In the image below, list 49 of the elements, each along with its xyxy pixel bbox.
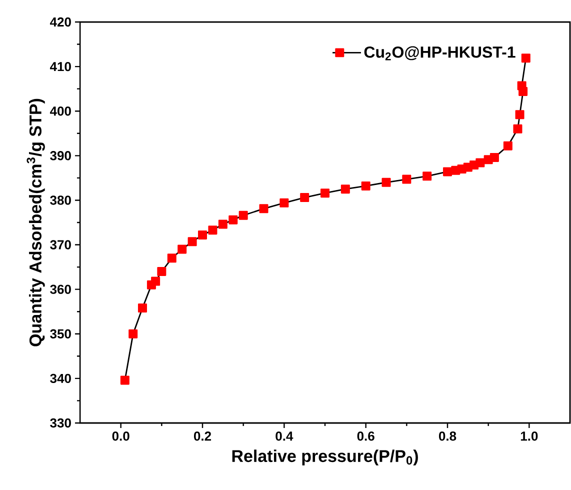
point (198, 230, 208, 240)
x-tick-label: 0.8 (438, 432, 456, 441)
point (128, 329, 138, 338)
point (167, 254, 176, 263)
point (151, 276, 160, 286)
y-tick-label: 420 (50, 17, 71, 27)
point (300, 193, 310, 202)
point (476, 158, 485, 168)
point (517, 81, 526, 90)
y-axis-title: Quantity Adsorbed(cm$^{3}$/g STP) (26, 98, 45, 346)
point (120, 376, 130, 385)
point (178, 244, 187, 254)
y-tick-label: 340 (50, 374, 71, 384)
point (138, 304, 147, 313)
x-tick-label: 0.2 (194, 432, 212, 441)
y-tick-label: 330 (50, 418, 71, 428)
point (157, 267, 166, 276)
y-tick-label: 360 (50, 284, 71, 294)
point (320, 188, 330, 198)
point (208, 226, 218, 235)
y-tick-label: 350 (50, 329, 71, 338)
point (259, 204, 268, 214)
point (340, 184, 350, 194)
point (218, 220, 228, 229)
y-tick-label: 390 (50, 151, 71, 160)
point (490, 152, 499, 162)
point (228, 215, 238, 224)
x-tick-label: 0.6 (357, 432, 374, 441)
point (238, 210, 248, 220)
y-tick-label: 380 (50, 196, 71, 205)
point (513, 124, 522, 134)
x-tick-label: 0.0 (112, 432, 130, 441)
legend-label: Cu$_{2}$O@HP-HKUST-1 (364, 46, 516, 60)
point (521, 54, 530, 63)
point (515, 110, 524, 120)
point (503, 141, 512, 150)
y-tick-label: 370 (50, 240, 71, 250)
y-tick-label: 400 (50, 106, 71, 116)
y-tick-label: 410 (50, 62, 71, 72)
point (443, 167, 452, 176)
point (361, 181, 370, 190)
point (280, 198, 289, 208)
point (422, 172, 432, 181)
x-tick-label: 0.4 (276, 432, 294, 441)
point (188, 237, 197, 246)
point (382, 178, 391, 187)
point (402, 174, 412, 184)
x-axis-title: Relative pressure(P/P$_{0}$) (232, 450, 418, 466)
x-tick-label: 1.0 (520, 432, 538, 441)
